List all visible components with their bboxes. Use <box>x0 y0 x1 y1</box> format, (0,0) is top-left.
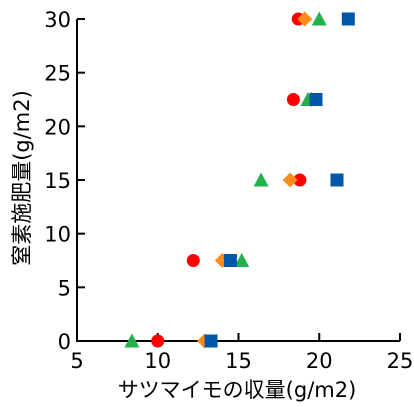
circle-marker <box>186 254 200 267</box>
square-marker <box>341 12 355 26</box>
circle-marker <box>286 93 300 106</box>
triangle-marker <box>234 253 250 267</box>
triangle-marker <box>311 11 327 26</box>
x-axis-title: サツマイモの収量(g/m2) <box>118 378 357 402</box>
data-markers <box>124 11 355 349</box>
circle-marker <box>293 173 307 187</box>
triangle-marker <box>253 172 269 187</box>
diamond-marker <box>282 172 298 188</box>
diamond-marker <box>297 11 313 27</box>
y-axis-ticks: 0 5 10 15 20 25 30 <box>44 8 85 354</box>
y-tick-label: 25 <box>44 62 71 86</box>
x-tick-label: 25 <box>387 349 414 373</box>
square-marker <box>204 334 218 348</box>
y-tick-label: 10 <box>44 223 71 247</box>
y-tick-label: 5 <box>58 276 71 300</box>
y-tick-label: 0 <box>58 330 71 354</box>
square-marker <box>309 93 323 106</box>
square-marker <box>330 173 344 187</box>
x-axis-ticks: 5 10 15 20 25 <box>70 333 413 373</box>
y-tick-label: 20 <box>44 115 71 139</box>
x-tick-label: 20 <box>306 349 333 373</box>
x-tick-label: 15 <box>225 349 252 373</box>
circle-marker <box>151 334 165 348</box>
y-tick-label: 30 <box>44 8 71 32</box>
square-marker <box>223 254 237 267</box>
y-axis-title: 窒素施肥量(g/m2) <box>10 90 34 266</box>
triangle-marker <box>124 333 140 348</box>
x-tick-label: 10 <box>144 349 171 373</box>
x-tick-label: 5 <box>70 349 83 373</box>
y-tick-label: 15 <box>44 169 71 193</box>
